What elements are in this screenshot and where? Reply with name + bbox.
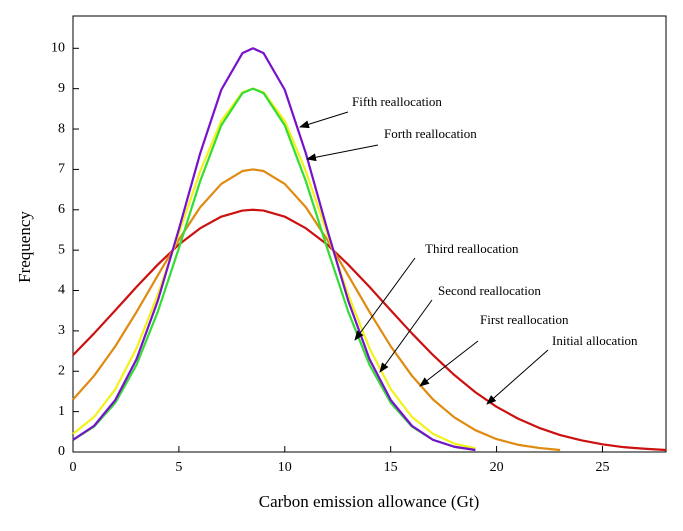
x-tick-label: 20: [490, 460, 504, 475]
plot-frame: [72, 15, 667, 453]
annotation-arrow: [299, 111, 349, 129]
annotation-arrow: [379, 299, 433, 373]
x-tick-label: 5: [175, 460, 182, 475]
y-axis-label: Frequency: [15, 211, 34, 283]
annotation-label: Forth reallocation: [384, 126, 477, 141]
x-tick-label: 10: [278, 460, 292, 475]
annotation-label: Second reallocation: [438, 283, 541, 298]
y-tick-label: 2: [58, 363, 65, 378]
annotation-label: Initial allocation: [552, 333, 638, 348]
annotation-arrow: [306, 144, 379, 162]
annotation-label: Fifth reallocation: [352, 94, 442, 109]
y-tick-label: 1: [58, 404, 65, 419]
annotation-arrow: [419, 340, 479, 387]
x-tick-label: 25: [595, 460, 609, 475]
y-tick-label: 10: [51, 41, 65, 56]
line-series: [72, 87, 476, 450]
y-tick-label: 3: [58, 323, 65, 338]
x-tick-label: 15: [384, 460, 398, 475]
line-series: [72, 87, 476, 452]
annotation-label: First reallocation: [480, 312, 569, 327]
y-tick-label: 7: [58, 162, 65, 177]
x-tick-label: 0: [70, 460, 77, 475]
annotation-arrow: [354, 257, 416, 341]
y-tick-label: 0: [58, 444, 65, 459]
annotation-label: Third reallocation: [425, 241, 519, 256]
y-tick-label: 8: [58, 121, 65, 136]
y-tick-label: 9: [58, 81, 65, 96]
x-axis-label: Carbon emission allowance (Gt): [259, 492, 479, 511]
annotation-arrow: [486, 349, 549, 405]
y-tick-label: 4: [58, 283, 65, 298]
line-series: [72, 168, 561, 452]
y-tick-label: 6: [58, 202, 65, 217]
y-tick-label: 5: [58, 242, 65, 257]
line-series: [72, 208, 667, 452]
line-series: [72, 47, 476, 452]
